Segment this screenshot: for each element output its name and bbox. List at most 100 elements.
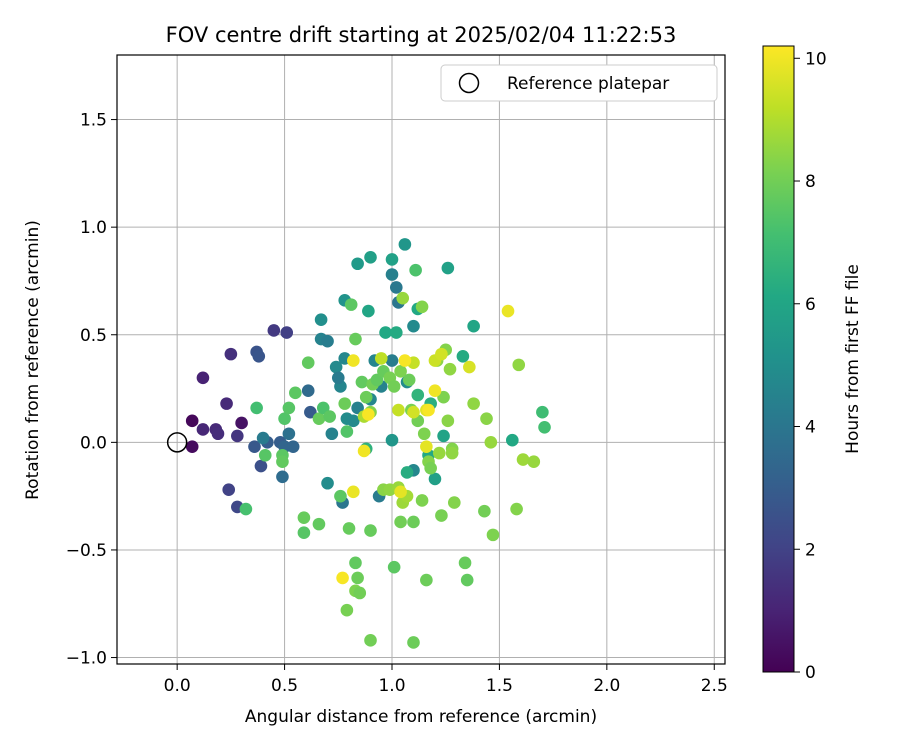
x-tick-label: 1.0 [378,676,405,696]
data-point [286,440,300,453]
data-point [340,603,354,617]
data-point [385,253,399,266]
data-point [538,420,551,434]
y-tick-label: −0.5 [66,541,107,561]
y-axis-ticks: −1.0 −0.5 0.0 0.5 1.0 1.5 [66,111,117,669]
data-point [364,634,377,647]
data-point [364,250,377,264]
y-tick-label: −1.0 [66,649,107,669]
data-point [428,384,442,398]
data-point [250,401,263,415]
y-tick-label: 1.0 [80,218,107,238]
colorbar-gradient [762,45,795,673]
data-point [385,268,399,281]
x-axis-label: Angular distance from reference (arcmin) [245,707,597,727]
data-point [428,472,442,486]
data-point [443,362,457,376]
data-point [239,502,253,516]
colorbar-tick-label: 8 [805,172,816,192]
data-point [282,427,296,441]
data-point [211,427,225,441]
data-point [362,408,375,421]
reference-marker-layer [166,432,188,453]
data-point [394,485,407,499]
data-point [314,313,328,326]
data-point [185,440,199,453]
data-point [349,332,362,346]
data-point [407,319,420,333]
data-point [478,504,491,518]
x-tick-label: 2.5 [701,676,728,696]
colorbar-tick-label: 2 [805,540,816,560]
data-point [420,573,433,587]
x-axis-ticks: 0.0 0.5 1.0 1.5 2.0 2.5 [164,664,728,696]
data-point [340,425,354,438]
data-point [325,427,339,441]
data-point [347,485,360,499]
data-point [480,412,493,425]
data-point [432,446,446,460]
data-point [278,412,291,425]
data-point [379,326,392,339]
colorbar: 0 2 4 6 8 10 Hours from first FF file [762,45,863,683]
data-point [364,524,377,537]
data-point [435,347,448,361]
data-point [276,470,289,484]
data-point [297,511,311,524]
x-tick-label: 0.5 [271,676,298,696]
data-point [385,433,399,447]
data-point [394,515,407,529]
data-point [258,448,272,462]
data-point [329,360,343,374]
data-point [321,334,334,348]
colorbar-label: Hours from first FF file [843,264,863,454]
data-point [342,522,356,535]
data-point [231,429,244,443]
data-point [510,502,523,516]
data-point [312,412,326,425]
data-points [185,238,551,649]
x-tick-label: 1.5 [486,676,513,696]
legend-box [440,64,718,102]
data-point [407,636,420,649]
data-point [402,373,416,387]
data-point [415,494,429,507]
x-tick-label: 2.0 [593,676,620,696]
data-point [460,573,474,587]
data-point [394,365,407,378]
data-point [370,373,384,387]
data-point [351,571,364,585]
data-point [347,354,360,367]
data-point [411,388,425,402]
data-point [374,352,388,365]
data-point [398,354,412,367]
data-point [448,496,461,509]
legend-label: Reference platepar [507,74,669,94]
data-point [415,300,429,314]
data-point [267,324,281,337]
data-point [385,354,399,367]
data-point [256,431,270,445]
data-point [512,358,526,372]
grid-lines [117,55,725,664]
data-point [185,414,199,428]
data-point [516,453,530,466]
data-point [304,405,317,419]
data-point [334,489,347,503]
data-point [456,349,470,363]
data-point [196,423,210,436]
data-point [355,375,369,389]
y-tick-label: 0.0 [80,433,107,453]
data-point [407,515,420,529]
data-point [420,440,433,453]
data-point [359,390,373,404]
data-point [301,384,315,398]
reference-platepar-marker [166,432,188,453]
data-point [506,433,519,447]
y-tick-label: 0.5 [80,326,107,346]
data-point [400,466,414,479]
data-point [396,291,410,305]
data-point [486,528,500,542]
chart-title: FOV centre drift starting at 2025/02/04 … [166,23,677,47]
